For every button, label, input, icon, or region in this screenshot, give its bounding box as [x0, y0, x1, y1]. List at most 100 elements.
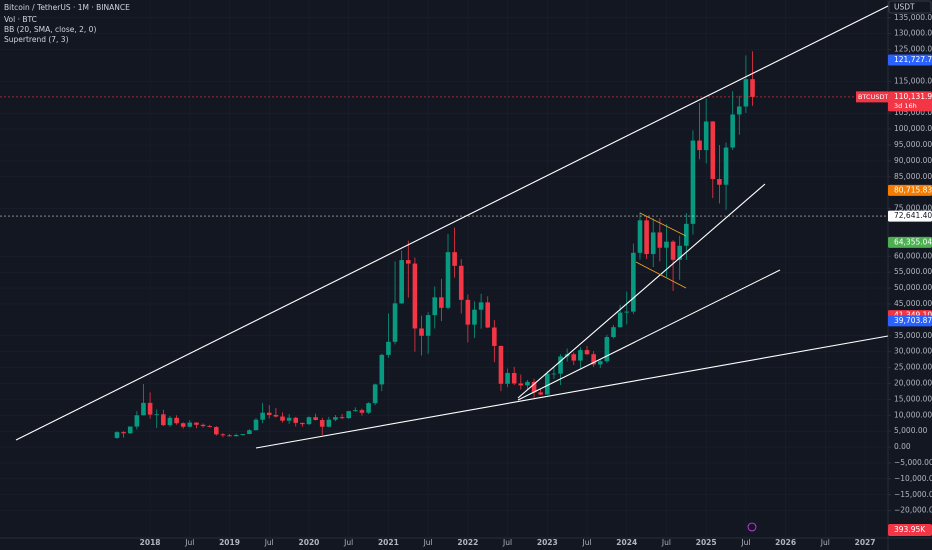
candle-body: [452, 252, 457, 266]
candle-body: [326, 419, 332, 427]
candle-body: [359, 410, 365, 413]
price-tag: [888, 315, 932, 327]
candle-body: [617, 312, 623, 328]
price-tag-label: 121,727.78: [894, 55, 932, 64]
candle-body: [300, 422, 305, 425]
candle-body: [664, 241, 669, 248]
price-tag-label: 72,641.40: [894, 211, 932, 220]
x-tick-label: 2021: [378, 538, 399, 547]
event-icon[interactable]: [747, 522, 757, 532]
candle-body: [405, 260, 411, 264]
candle-body: [445, 252, 451, 308]
candle-body: [717, 179, 722, 185]
x-tick-label: Jul: [502, 538, 512, 547]
candle-body: [392, 303, 398, 342]
x-tick-label: 2025: [696, 538, 717, 547]
candle-body: [293, 417, 299, 423]
candle-body: [114, 432, 120, 438]
candle-body: [703, 121, 709, 151]
candle-body: [425, 315, 431, 336]
candle-body: [518, 383, 524, 386]
price-tag-label: 64,355.04: [894, 237, 932, 246]
candle-body: [604, 337, 610, 362]
y-tick-label: −5,000.00: [894, 458, 932, 467]
x-tick-label: Jul: [184, 538, 194, 547]
y-tick-label: 45,000.00: [894, 299, 932, 308]
y-tick-label: 90,000.00: [894, 156, 932, 165]
x-tick-label: Jul: [581, 538, 591, 547]
candle-body: [465, 299, 471, 325]
candle-body: [637, 220, 643, 253]
candle-body: [624, 311, 630, 313]
trend-line: [15, 5, 889, 441]
candle-body: [161, 414, 166, 426]
candle-body: [419, 328, 424, 336]
price-tag-label: 80,715.83: [894, 185, 932, 194]
y-tick-label: 55,000.00: [894, 267, 932, 276]
candle-body: [121, 432, 126, 434]
price-tag: [888, 91, 932, 112]
x-tick-label: 2023: [537, 538, 558, 547]
candle-body: [339, 417, 345, 419]
y-tick-label: 105,000.00: [894, 108, 932, 117]
annotation-line: [635, 261, 687, 289]
candle-body: [194, 422, 199, 425]
unit-box[interactable]: [888, 0, 932, 14]
candle-body: [538, 392, 543, 395]
candle-body: [690, 140, 696, 224]
x-tick-label: 2020: [299, 538, 320, 547]
y-tick-label: 85,000.00: [894, 172, 932, 181]
candle-body: [710, 121, 716, 180]
candle-body: [240, 434, 246, 435]
y-tick-label: 130,000.00: [894, 29, 932, 38]
price-tag: [888, 54, 932, 66]
candle-body: [723, 147, 729, 185]
candle-body: [458, 265, 464, 300]
candle-body: [280, 416, 285, 421]
indicator-label: Vol · BTC: [4, 15, 37, 24]
candle-body: [611, 327, 616, 338]
indicator-label: Supertrend (7, 3): [4, 35, 69, 44]
y-tick-label: 115,000.00: [894, 76, 932, 85]
candle-body: [505, 372, 510, 384]
candle-body: [531, 381, 537, 393]
volume-tag: [888, 524, 932, 536]
trend-line: [517, 269, 781, 401]
candle-body: [286, 417, 292, 421]
candle-body: [730, 114, 735, 148]
y-tick-label: 125,000.00: [894, 45, 932, 54]
annotation-line: [639, 212, 687, 237]
volume-label: 393.95K: [894, 525, 926, 534]
y-tick-label: 60,000.00: [894, 251, 932, 260]
candle-body: [134, 415, 140, 427]
candle-body: [247, 430, 252, 435]
symbol-label: BTCUSDT: [858, 93, 888, 101]
candle-body: [472, 309, 477, 325]
candle-body: [313, 417, 318, 421]
plot: [0, 0, 888, 538]
x-tick-label: 2018: [140, 538, 161, 547]
chart-title: Bitcoin / TetherUS · 1M · BINANCE: [4, 3, 130, 12]
candle-body: [478, 302, 484, 310]
x-tick-label: Jul: [820, 538, 830, 547]
x-tick-label: Jul: [740, 538, 750, 547]
y-tick-label: 100,000.00: [894, 124, 932, 133]
price-tag-label: 39,703.87: [894, 316, 932, 325]
candle-body: [253, 419, 259, 431]
unit-label[interactable]: USDT: [894, 3, 915, 12]
x-tick-label: 2019: [219, 538, 240, 547]
candle-body: [743, 79, 749, 107]
candle-body: [591, 354, 596, 365]
candle-body: [147, 402, 153, 415]
candle-body: [227, 435, 232, 437]
price-tag: [888, 236, 932, 248]
y-tick-label: 75,000.00: [894, 204, 932, 213]
candle-body: [353, 410, 358, 412]
y-tick-label: 25,000.00: [894, 363, 932, 372]
candle-body: [631, 252, 636, 312]
trend-lines: [15, 5, 889, 449]
x-tick-label: Jul: [264, 538, 274, 547]
candle-body: [346, 411, 351, 419]
